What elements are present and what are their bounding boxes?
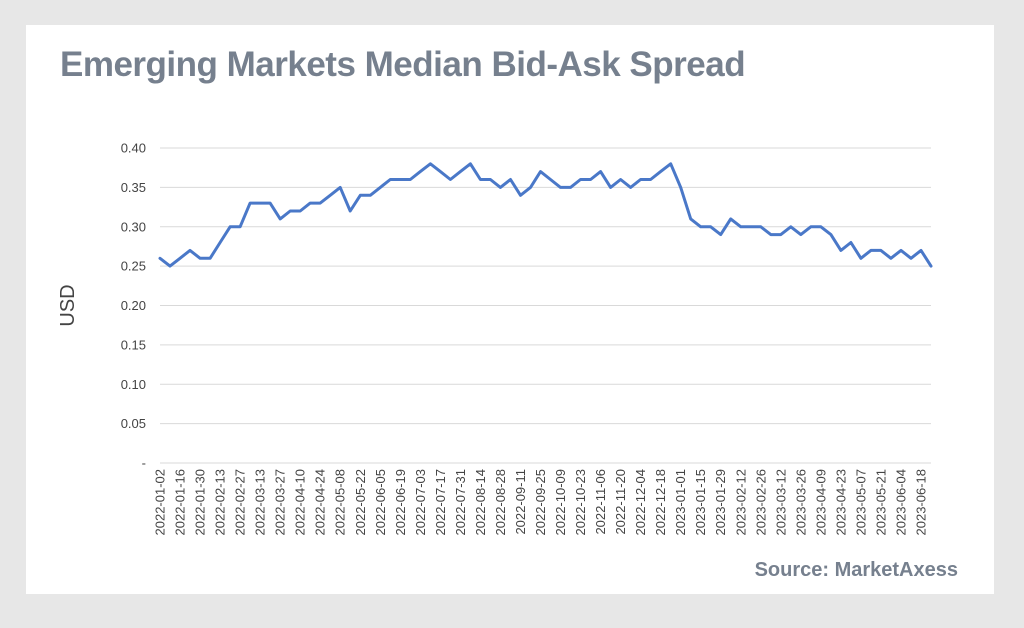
x-tick-label: 2023-03-12 [773, 469, 788, 536]
x-tick-label: 2023-06-04 [893, 469, 908, 536]
x-tick-label: 2023-01-15 [693, 469, 708, 536]
x-tick-label: 2023-02-26 [753, 469, 768, 536]
x-tick-label: 2023-04-09 [813, 469, 828, 536]
x-tick-label: 2023-02-12 [733, 469, 748, 536]
x-tick-label: 2022-03-27 [273, 469, 288, 536]
line-chart: - 0.05 0.10 0.15 0.20 0.25 0.30 0.35 0.40 2022-0… [57, 141, 933, 536]
x-tick-label: 2022-07-17 [433, 469, 448, 536]
x-tick-label: 2022-08-14 [473, 469, 488, 536]
x-tick-label: 2022-04-24 [313, 469, 328, 536]
x-tick-label: 2022-02-13 [213, 469, 228, 536]
x-tick-label: 2022-06-19 [393, 469, 408, 536]
x-tick-label: 2022-05-22 [353, 469, 368, 536]
x-tick-label: 2022-09-25 [533, 469, 548, 536]
x-tick-label: 2023-05-21 [873, 469, 888, 536]
x-tick-label: 2022-11-06 [593, 469, 608, 535]
chart-title: Emerging Markets Median Bid-Ask Spread [60, 45, 746, 84]
x-axis-ticks: 2022-01-02 2022-01-16 2022-01-30 2022-02-13… [153, 469, 929, 536]
x-tick-label: 2022-03-13 [253, 469, 268, 536]
x-tick-label: 2022-10-09 [553, 469, 568, 536]
x-tick-label: 2023-01-29 [713, 469, 728, 536]
y-tick-label: 0.40 [121, 141, 146, 156]
x-tick-label: 2022-09-11 [513, 469, 528, 535]
x-tick-label: 2022-12-18 [653, 469, 668, 536]
x-tick-label: 2022-06-05 [373, 469, 388, 536]
y-tick-label: 0.30 [121, 219, 146, 234]
series-layer [158, 162, 933, 268]
x-tick-label: 2023-04-23 [833, 469, 848, 536]
x-tick-label: 2022-07-03 [413, 469, 428, 536]
x-tick-label: 2023-05-07 [853, 469, 868, 536]
source-note: Source: MarketAxess [754, 559, 958, 581]
x-tick-label: 2023-03-26 [793, 469, 808, 536]
y-axis-label: USD [57, 284, 79, 326]
y-tick-label: - [142, 456, 146, 471]
x-tick-label: 2022-10-23 [573, 469, 588, 536]
x-tick-label: 2022-05-08 [333, 469, 348, 536]
series-line [158, 162, 933, 268]
x-tick-label: 2022-01-02 [153, 469, 168, 536]
y-tick-label: 0.15 [121, 337, 146, 352]
x-tick-label: 2022-02-27 [233, 469, 248, 536]
x-tick-label: 2022-12-04 [633, 469, 648, 536]
y-tick-label: 0.20 [121, 298, 146, 313]
x-tick-label: 2022-01-30 [193, 469, 208, 536]
x-tick-label: 2022-08-28 [493, 469, 508, 536]
x-tick-label: 2023-01-01 [673, 469, 688, 536]
y-tick-label: 0.25 [121, 259, 146, 274]
x-tick-label: 2023-06-18 [913, 469, 928, 536]
y-tick-label: 0.10 [121, 377, 146, 392]
y-tick-label: 0.35 [121, 180, 146, 195]
x-tick-label: 2022-07-31 [453, 469, 468, 536]
x-tick-label: 2022-01-16 [173, 469, 188, 536]
y-axis-label-group: USD [57, 284, 79, 326]
gridlines [160, 147, 931, 464]
chart-card: Emerging Markets Median Bid-Ask Spread -… [26, 25, 994, 594]
x-tick-label: 2022-04-10 [293, 469, 308, 536]
y-tick-label: 0.05 [121, 416, 146, 431]
x-tick-label: 2022-11-20 [613, 469, 628, 535]
y-axis-ticks: - 0.05 0.10 0.15 0.20 0.25 0.30 0.35 0.40 [121, 141, 146, 471]
